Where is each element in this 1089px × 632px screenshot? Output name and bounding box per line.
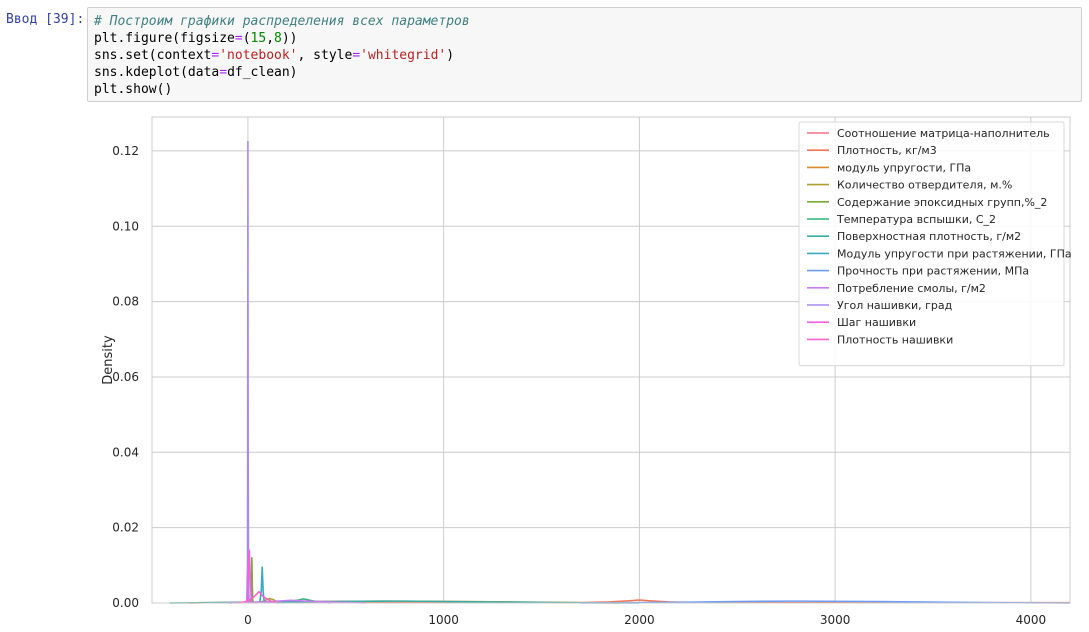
code-token: 'notebook' <box>219 48 298 63</box>
series-line <box>237 590 280 604</box>
code-line: plt.show() <box>94 81 1075 98</box>
y-tick-label: 0.10 <box>112 219 139 233</box>
code-token: , style <box>297 48 353 63</box>
code-token: , <box>266 31 275 46</box>
x-tick-label: 1000 <box>428 613 459 627</box>
code-cell[interactable]: # Построим графики распределения всех па… <box>87 7 1082 102</box>
legend-entry: Температура вспышки, С_2 <box>836 213 996 226</box>
series-line <box>245 140 250 604</box>
y-tick-label: 0.06 <box>112 370 139 384</box>
series-line <box>228 599 366 604</box>
legend-entry: Содержание эпоксидных групп,%_2 <box>837 196 1047 209</box>
code-token: plt.show() <box>94 82 173 97</box>
code-token: 'whitegrid' <box>360 48 447 63</box>
legend: Соотношение матрица-наполнитель Плотность… <box>798 121 1072 367</box>
legend-entry: Прочность при растяжении, МПа <box>837 265 1029 278</box>
legend-entry: Плотность нашивки <box>837 333 953 346</box>
code-token: sns.set(context <box>94 48 212 63</box>
plot-frame <box>151 116 1071 604</box>
code-token: ) <box>446 48 455 63</box>
y-tick-label: 0.04 <box>112 445 139 459</box>
series-line <box>246 549 253 604</box>
y-tick-label: 0.00 <box>112 596 139 610</box>
code-token: = <box>234 31 243 46</box>
legend-entry: Поверхностная плотность, г/м2 <box>837 230 1021 243</box>
code-line: # Построим графики распределения всех па… <box>94 13 1075 30</box>
legend-box <box>798 121 1065 367</box>
y-tick-label: 0.08 <box>112 295 139 309</box>
x-tick-label: 2000 <box>624 613 655 627</box>
series-lines <box>169 140 1071 604</box>
code-token: df_clean) <box>227 65 298 80</box>
x-tick-label: 0 <box>244 613 252 627</box>
code-token: sns.kdeplot(data <box>94 65 220 80</box>
legend-entry: Шаг нашивки <box>837 316 916 329</box>
legend-entry: Угол нашивки, град <box>837 299 953 312</box>
y-axis-label: Density <box>101 335 116 385</box>
legend-entry: Модуль упругости при растяжении, ГПа <box>837 247 1072 260</box>
code-line: sns.set(context='notebook', style='white… <box>94 47 1075 64</box>
code-token: # Построим графики распределения всех па… <box>94 14 470 29</box>
code-line: sns.kdeplot(data=df_clean) <box>94 64 1075 81</box>
x-tick-label: 4000 <box>1016 613 1047 627</box>
x-tick-label: 3000 <box>820 613 851 627</box>
code-token: 15 <box>250 31 267 46</box>
legend-entry: модуль упругости, ГПа <box>837 161 971 174</box>
series-line <box>258 566 266 604</box>
y-tick-label: 0.12 <box>112 144 139 158</box>
kde-chart: 0 1000 2000 3000 4000 0.00 0.02 0.04 0.06 0.08 0.1… <box>101 116 1072 627</box>
legend-entry: Количество отвердителя, м.% <box>837 179 1012 192</box>
code-token: 8 <box>274 31 282 46</box>
cell-prompt: Ввод [39]: <box>6 12 85 27</box>
legend-entry: Потребление смолы, г/м2 <box>837 282 986 295</box>
legend-entry: Плотность, кг/м3 <box>837 144 937 157</box>
code-line: plt.figure(figsize=(15,8)) <box>94 30 1075 47</box>
y-tick-label: 0.02 <box>112 521 139 535</box>
code-token: = <box>352 48 361 63</box>
code-token: )) <box>281 31 298 46</box>
code-token: ( <box>242 31 251 46</box>
tick-labels: 0 1000 2000 3000 4000 0.00 0.02 0.04 0.06 0.08 0.1… <box>112 144 1046 627</box>
code-token: = <box>219 65 228 80</box>
code-token: plt.figure(figsize <box>94 31 235 46</box>
legend-entry: Соотношение матрица-наполнитель <box>837 127 1050 140</box>
code-token: = <box>211 48 220 63</box>
